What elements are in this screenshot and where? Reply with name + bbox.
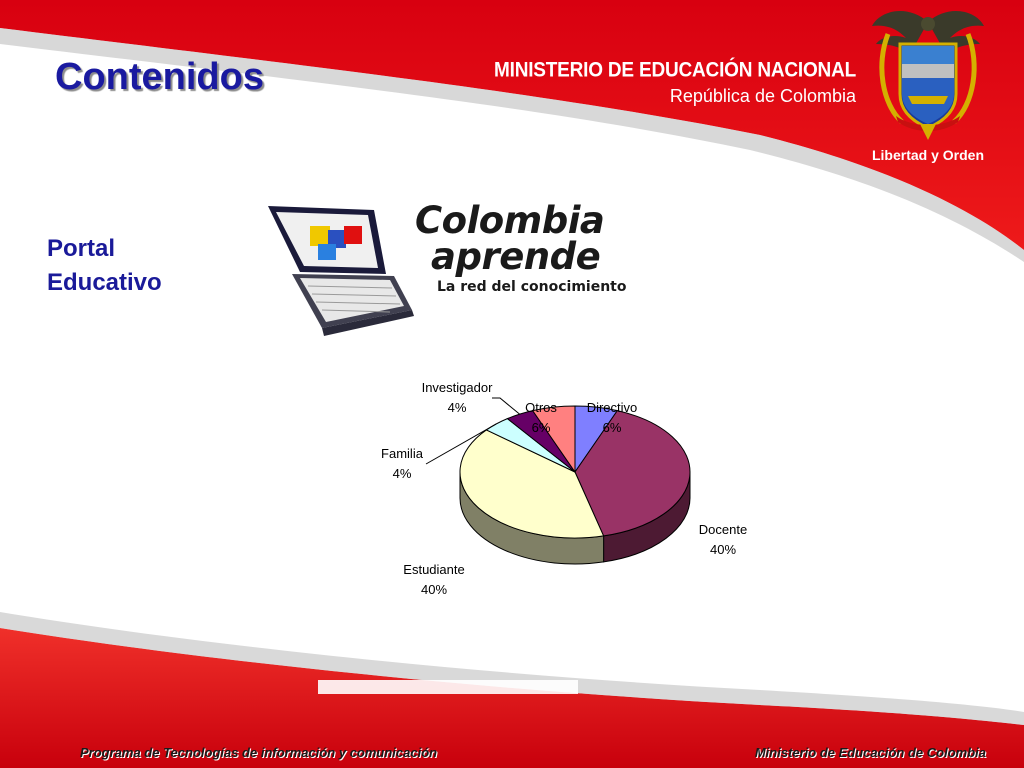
- slice-label-docente: Docente: [699, 522, 747, 537]
- ministry-country: República de Colombia: [669, 86, 856, 106]
- footer-program: Programa de Tecnologías de información y…: [80, 745, 438, 760]
- pie-slice-otros: [531, 405, 576, 474]
- motto-text: Libertad y Orden: [871, 147, 985, 163]
- slice-label-familia: Familia: [381, 446, 424, 461]
- ministry-name: MINISTERIO DE EDUCACIÓN NACIONAL: [494, 58, 856, 82]
- leader-line-familia: [425, 423, 497, 465]
- ministry-header: MINISTERIO DE EDUCACIÓN NACIONAL Repúbli…: [494, 58, 856, 107]
- footer-ministry: Ministerio de Educación de Colombia: [754, 745, 986, 760]
- header-swoosh: [0, 0, 1024, 250]
- leader-line-investigador: [492, 397, 520, 415]
- slice-value-directivo: 6%: [603, 420, 622, 435]
- slide-title: Contenidos: [55, 56, 264, 98]
- logo-word1: Colombia: [415, 199, 605, 242]
- slice-value-familia: 4%: [393, 466, 412, 481]
- slice-value-docente: 40%: [710, 542, 736, 557]
- pie-slice-docente: [574, 410, 691, 537]
- footer-swoosh: [0, 628, 1024, 768]
- slice-value-otros: 6%: [532, 420, 551, 435]
- section-label-line1: Portal: [47, 235, 116, 262]
- section-label: Portal Educativo: [47, 232, 247, 300]
- slice-label-investigador: Investigador: [422, 380, 493, 395]
- section-label-line2: Educativo: [47, 269, 162, 296]
- pie-chart: Directivo 6% Docente 40% Estudiante 40% Famili…: [381, 380, 747, 597]
- laptop-icon: [268, 206, 414, 336]
- slice-label-directivo: Directivo: [587, 400, 638, 415]
- slice-label-otros: Otros: [525, 400, 557, 415]
- coat-of-arms-icon: [872, 10, 984, 140]
- slice-value-estudiante: 40%: [421, 582, 447, 597]
- colombia-aprende-logo: Colombia aprende La red del conocimiento: [415, 199, 645, 295]
- pie-slice-estudiante: [459, 429, 605, 539]
- slice-label-estudiante: Estudiante: [403, 562, 464, 577]
- logo-word2: aprende: [431, 235, 601, 278]
- logo-tagline: La red del conocimiento: [437, 279, 627, 295]
- slice-value-investigador: 4%: [448, 400, 467, 415]
